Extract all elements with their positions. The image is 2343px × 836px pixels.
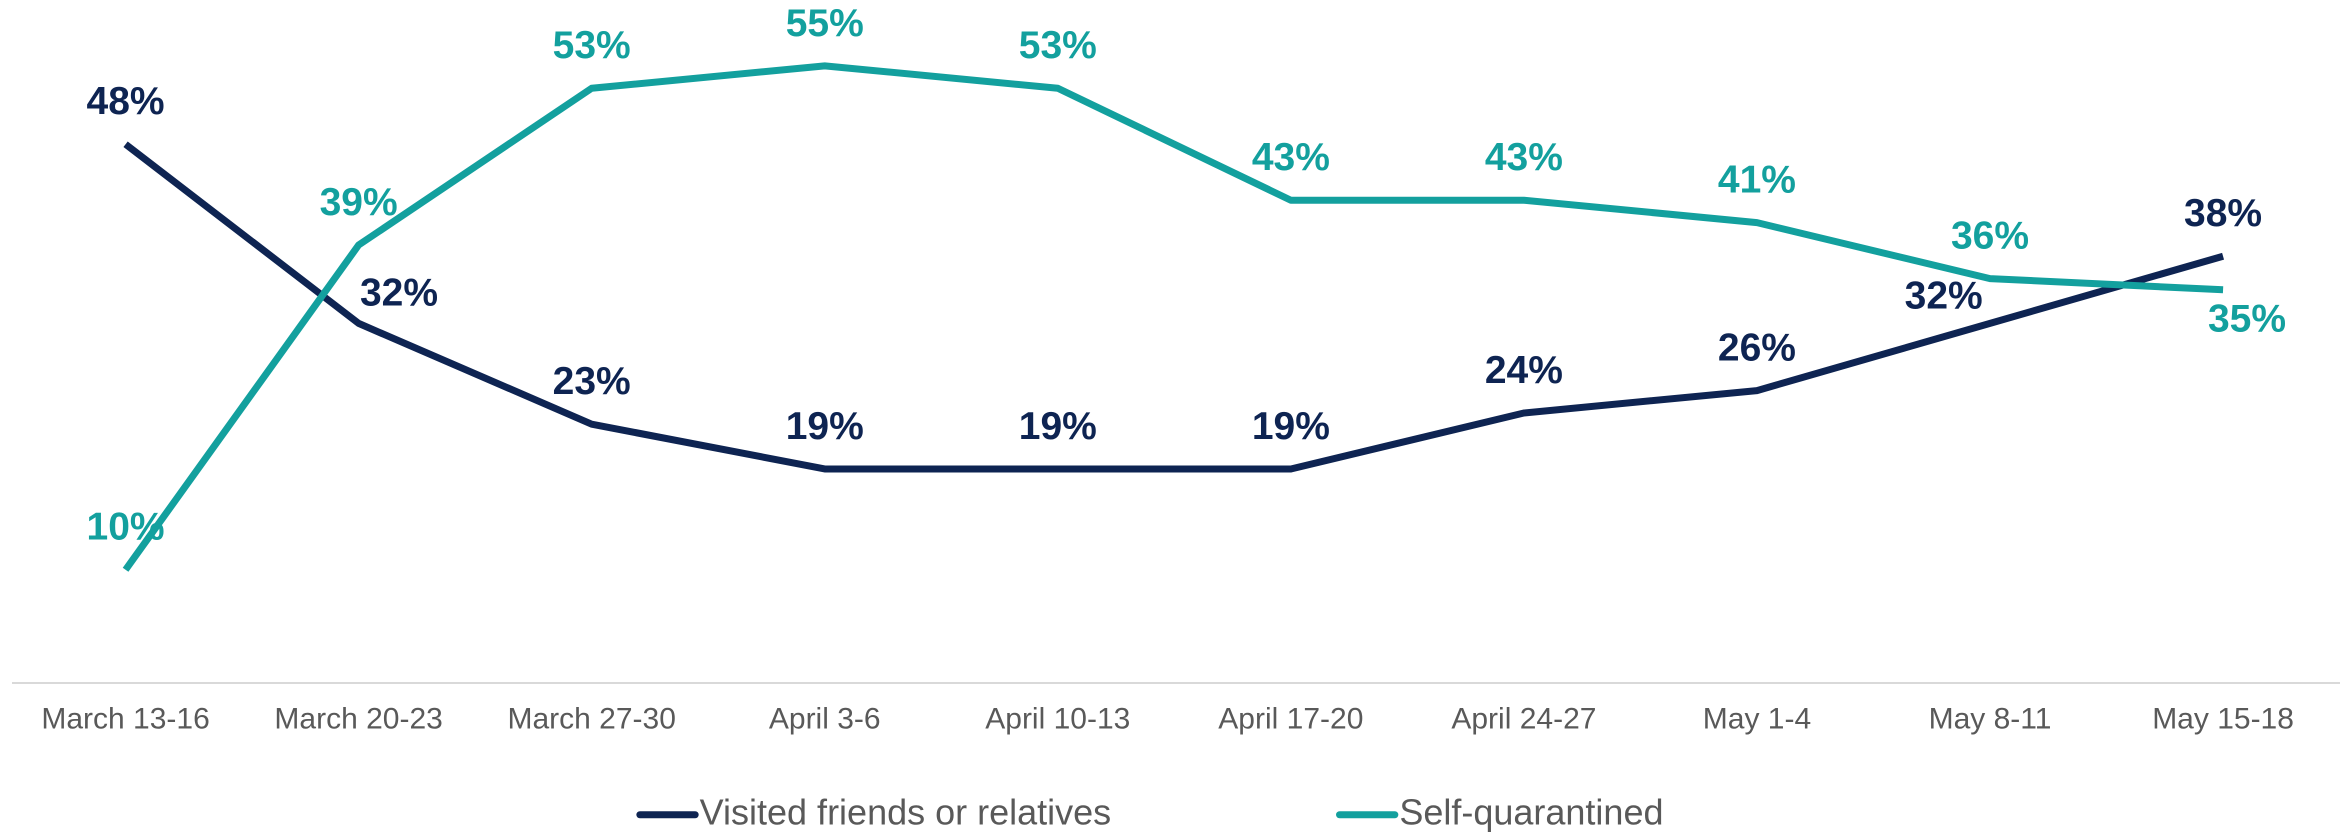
data-label: 35% (2208, 297, 2286, 340)
data-label: 19% (786, 405, 864, 448)
data-label: 38% (2184, 192, 2262, 235)
data-label: 53% (1019, 24, 1097, 67)
series-line (123, 141, 2225, 473)
x-tick-label: May 8-11 (1929, 703, 2052, 736)
x-tick-label: March 27-30 (507, 703, 675, 736)
data-label: 24% (1485, 349, 1563, 392)
legend-label: Self-quarantined (1399, 791, 1663, 832)
data-label: 43% (1485, 136, 1563, 179)
data-label: 36% (1951, 215, 2029, 258)
data-label: 43% (1252, 136, 1330, 179)
x-tick-label: April 10-13 (985, 703, 1130, 736)
x-tick-label: March 20-23 (274, 703, 442, 736)
data-label: 32% (360, 271, 438, 314)
data-label: 26% (1718, 327, 1796, 370)
series-line (122, 62, 2224, 572)
x-tick-label: May 15-18 (2152, 703, 2294, 736)
data-label: 19% (1252, 405, 1330, 448)
data-label: 32% (1905, 274, 1983, 317)
data-label: 23% (553, 360, 631, 403)
data-label: 53% (553, 24, 631, 67)
data-label: 48% (87, 80, 165, 123)
data-label: 41% (1718, 159, 1796, 202)
data-label: 39% (320, 181, 398, 224)
data-label: 55% (786, 2, 864, 45)
x-tick-label: April 3-6 (769, 703, 881, 736)
data-label: 10% (87, 506, 165, 549)
x-tick-label: April 24-27 (1451, 703, 1596, 736)
x-tick-label: May 1-4 (1703, 703, 1811, 736)
x-tick-label: April 17-20 (1218, 703, 1363, 736)
legend-label: Visited friends or relatives (700, 791, 1112, 832)
x-tick-label: March 13-16 (41, 703, 209, 736)
data-label: 19% (1019, 405, 1097, 448)
